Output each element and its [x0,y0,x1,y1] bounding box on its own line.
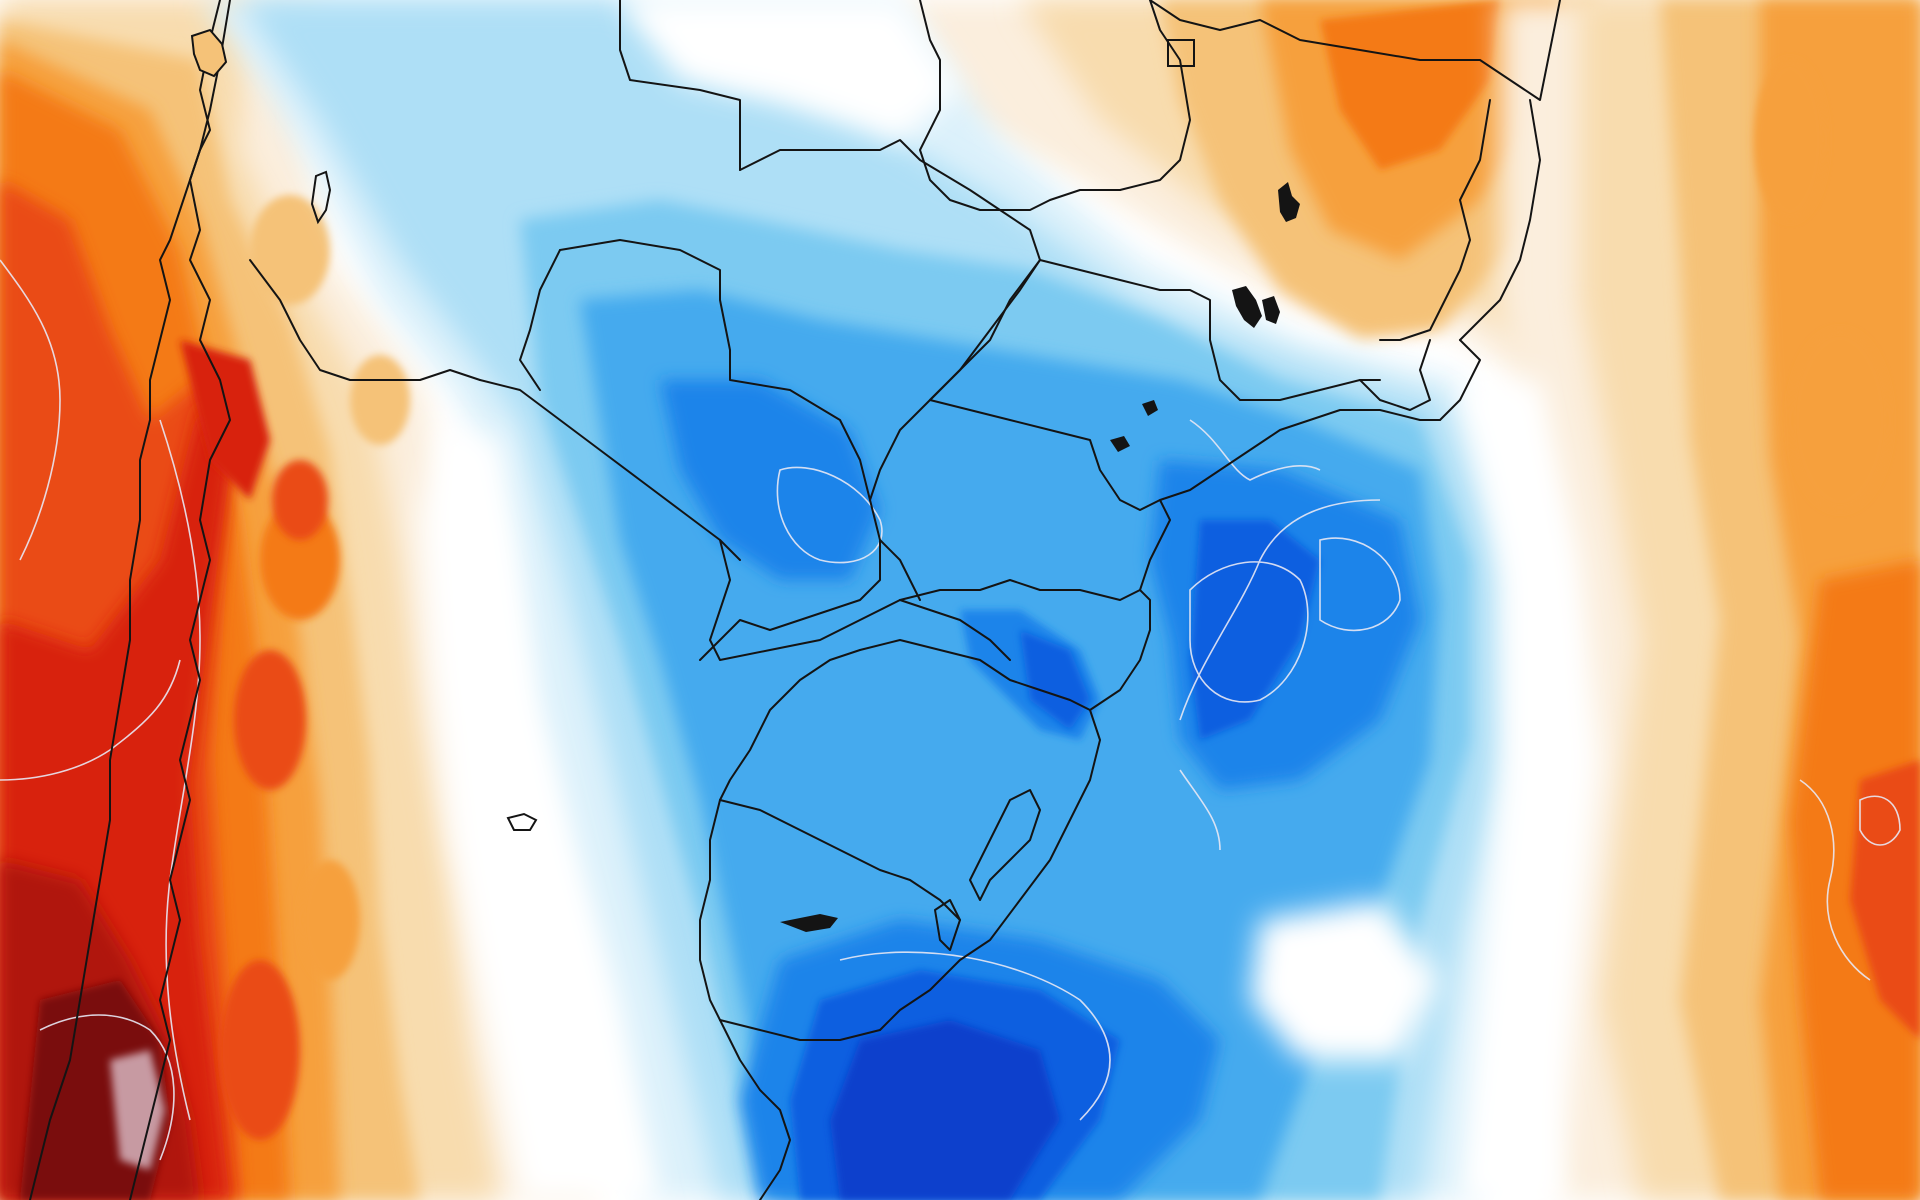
contour-7 [1179,769,1221,851]
warm-west-red-core-upper [180,340,270,500]
cold-anomaly-core [200,0,1600,1200]
neutral-patch-north [620,0,960,140]
warm-anomaly-west [0,0,600,1200]
contour-8 [159,419,201,1121]
warm-spot-3 [234,650,306,790]
border-mt-go [919,0,1121,211]
lakes [190,28,1300,932]
border-pr-paraguay [879,539,921,601]
border-pr-sc [899,579,1141,601]
lake-8 [506,812,538,831]
cold-mid-blue-west [660,380,880,580]
neutral-tongue-west [420,420,660,1200]
lagoa-mirim [934,899,961,951]
lake-10 [310,170,332,225]
border-paraguay-argentina-west [479,379,741,561]
cold-deep-blue-south [830,1020,1060,1200]
lake-5 [1110,436,1130,452]
warm-east-red-orange [1850,760,1920,1040]
contour-2 [1189,561,1309,703]
contour-9 [0,259,61,561]
contour-13 [1859,795,1901,846]
contour-6 [1189,419,1321,481]
warm-spot-2 [272,460,328,540]
contour-5 [839,951,1111,1121]
warm-east-spot-2 [1790,330,1890,510]
lake-9 [190,28,228,78]
border-mt-ms [619,0,741,171]
border-paraguay [559,239,881,661]
cold-royal-blue-center [1020,630,1090,730]
border-andes-north [199,0,221,151]
warm-east-spot-1 [1754,60,1826,220]
border-uruguay-rs [719,799,961,921]
coast-uruguay-south [719,1019,881,1041]
warm-west-rose [110,1050,165,1170]
coast-brazil-mid [1089,409,1441,711]
neutral-patch-se [1250,900,1440,1060]
border-paraguay-south [709,539,901,661]
lake-6 [780,914,838,932]
warm-anomaly-east-ocean [1500,0,1920,1200]
lake-7 [1167,39,1195,67]
border-uruguay-argentina [699,799,721,1021]
contour-3 [1319,537,1401,632]
border-sp-ms [929,259,1041,401]
warm-spot-5 [300,860,360,980]
contour-11 [39,1014,175,1161]
border-mg-es [1379,99,1491,341]
border-sc-argentina [899,599,1011,661]
lake-2 [1232,286,1262,328]
contour-12 [1799,779,1871,981]
border-es-ba [1459,99,1541,341]
lake-4 [1142,400,1158,416]
coast-chile [29,149,201,1200]
contour-10 [0,659,181,781]
country-and-state-borders [29,0,1561,1200]
warm-spot-7 [350,355,410,445]
warm-spot-4 [220,960,300,1140]
warm-spot-6 [250,195,330,305]
contour-4 [1179,499,1381,721]
border-chile-argentina [129,0,231,1200]
border-mg-north [1149,0,1561,101]
border-paraguay-west [519,249,561,391]
contour-lines [0,259,1901,1161]
lake-1 [1278,182,1300,222]
border-go-mg [1119,0,1191,191]
warm-spot-1 [260,500,340,620]
warm-ne-orange [1320,0,1500,170]
lake-3 [1262,296,1280,324]
coast-brazil-south [879,709,1101,1031]
border-rj [1359,339,1431,411]
border-bolivia-paraguay [249,259,481,381]
neutral-tongue-east [1460,380,1600,1200]
border-argentina-rs [719,649,861,801]
border-sp-mg [1039,259,1381,401]
lagoa-dos-patos [969,789,1041,901]
coast-brazil-east [1439,339,1481,421]
contour-1 [776,466,883,564]
border-sp-pr [929,399,1161,511]
cold-royal-blue-east [1190,520,1320,740]
border-ms [739,139,1041,501]
border-sc-rs [859,639,1091,711]
coast-argentina-plata [719,1019,791,1200]
